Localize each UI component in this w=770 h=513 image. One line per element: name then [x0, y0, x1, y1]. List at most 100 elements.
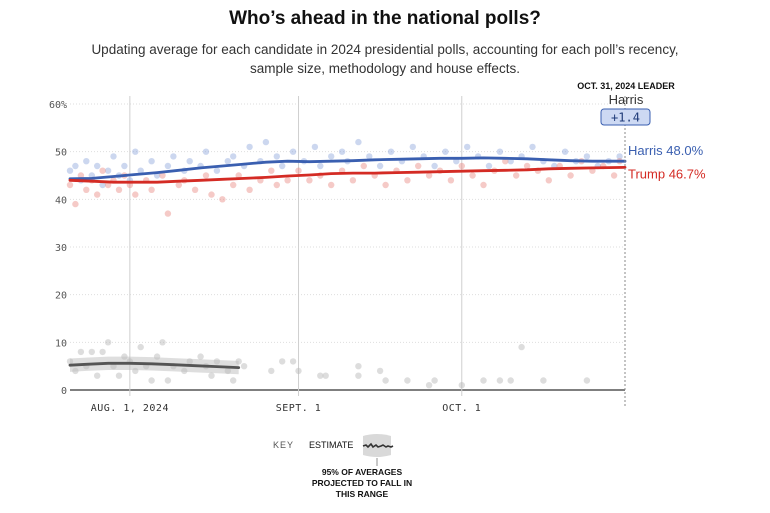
poll-dot — [480, 377, 487, 384]
poll-dot — [235, 172, 242, 179]
poll-dot — [415, 162, 422, 170]
poll-dot — [104, 339, 112, 346]
poll-dot — [518, 343, 525, 351]
poll-dot — [328, 153, 335, 160]
poll-dot — [360, 162, 367, 170]
key-estimate-label: ESTIMATE — [309, 440, 353, 450]
poll-dot — [355, 138, 362, 146]
poll-dot — [382, 377, 389, 384]
poll-dot — [148, 158, 155, 165]
poll-dot — [197, 353, 204, 360]
harris-end-label: Harris 48.0% — [628, 143, 704, 158]
poll-dot — [94, 191, 101, 198]
poll-dot — [567, 172, 574, 179]
poll-dot — [268, 367, 275, 375]
poll-dot — [219, 196, 226, 203]
poll-dot — [317, 372, 324, 379]
poll-dot — [447, 177, 455, 184]
trump-average-line — [68, 165, 627, 184]
poll-dot — [322, 372, 329, 379]
poll-dot — [137, 167, 144, 174]
poll-dot — [311, 143, 319, 151]
x-tick-label: AUG. 1, 2024 — [91, 403, 169, 414]
poll-dot — [404, 177, 411, 184]
chart-title: Who’s ahead in the national polls? — [229, 8, 541, 29]
poll-dot — [431, 377, 438, 384]
poll-dot — [376, 162, 384, 170]
poll-dot — [110, 153, 117, 160]
poll-dot — [268, 167, 275, 174]
key-band-note-2: PROJECTED TO FALL IN — [312, 478, 412, 488]
poll-dot — [83, 158, 90, 165]
poll-dot — [66, 167, 74, 174]
poll-dot — [230, 377, 237, 384]
poll-dot — [77, 348, 85, 356]
y-tick-label: 60% — [49, 100, 67, 111]
poll-dot — [224, 158, 231, 165]
poll-dot — [202, 172, 210, 179]
poll-dot — [610, 172, 618, 179]
poll-dot — [72, 200, 79, 208]
poll-dot — [88, 348, 96, 356]
poll-dot — [409, 143, 416, 151]
poll-dot — [202, 148, 210, 155]
y-tick-label: 40 — [55, 195, 67, 206]
poll-dot — [230, 181, 237, 189]
poll-dot — [94, 162, 101, 170]
uncertainty-band — [70, 356, 239, 375]
x-tick-label: OCT. 1 — [442, 403, 481, 414]
poll-dot — [77, 172, 85, 179]
poll-dot — [72, 162, 79, 170]
poll-dot — [458, 382, 465, 389]
poll-dot — [485, 162, 493, 170]
poll-dot — [583, 377, 591, 384]
poll-dot — [338, 148, 346, 155]
axes: 0 10 20 30 40 50 60% AUG. 1, 2024 SEPT. 1 OCT. 1 — [49, 100, 481, 414]
poll-dot — [132, 148, 139, 155]
poll-dot — [175, 181, 182, 189]
poll-dot — [115, 372, 123, 379]
poll-dot — [464, 143, 471, 151]
poll-dot — [284, 177, 291, 184]
poll-dot — [279, 358, 286, 365]
poll-dot — [545, 177, 552, 184]
poll-dot — [616, 153, 623, 160]
leader-margin-badge — [600, 108, 651, 126]
poll-dot — [289, 358, 297, 365]
poll-dot — [213, 167, 221, 174]
poll-dot — [208, 191, 215, 198]
other-average-line — [68, 361, 241, 370]
key-band-note-1: 95% OF AVERAGES — [322, 467, 403, 477]
poll-dot — [513, 172, 520, 179]
poll-dot — [230, 153, 237, 160]
poll-dot — [159, 339, 166, 346]
poll-dot — [540, 377, 547, 384]
poll-dot — [507, 377, 514, 384]
poll-dot — [317, 162, 324, 170]
poll-dot — [66, 181, 74, 189]
poll-dot — [104, 167, 112, 174]
y-tick-label: 50 — [55, 148, 67, 159]
poll-dot — [121, 162, 128, 170]
trump-end-label: Trump 46.7% — [628, 166, 706, 181]
poll-dot — [561, 148, 569, 155]
harris-average-line — [68, 156, 627, 181]
poll-dot — [148, 377, 155, 384]
poll-dot — [246, 186, 253, 193]
poll-dot — [382, 181, 389, 189]
poll-dot — [366, 153, 373, 160]
leader-date-label: OCT. 31, 2024 LEADER — [577, 81, 675, 91]
poll-dot — [442, 148, 449, 155]
poll-dot — [523, 162, 531, 170]
poll-dot — [355, 372, 362, 379]
poll-dot — [191, 186, 199, 193]
poll-dot — [289, 148, 297, 155]
poll-dot — [480, 181, 487, 189]
poll-dot — [273, 153, 280, 160]
leader-margin: +1.4 — [611, 111, 640, 125]
poll-dot — [273, 181, 280, 189]
poll-dot — [99, 167, 106, 174]
poll-dot — [99, 348, 106, 356]
average-lines — [68, 156, 627, 375]
